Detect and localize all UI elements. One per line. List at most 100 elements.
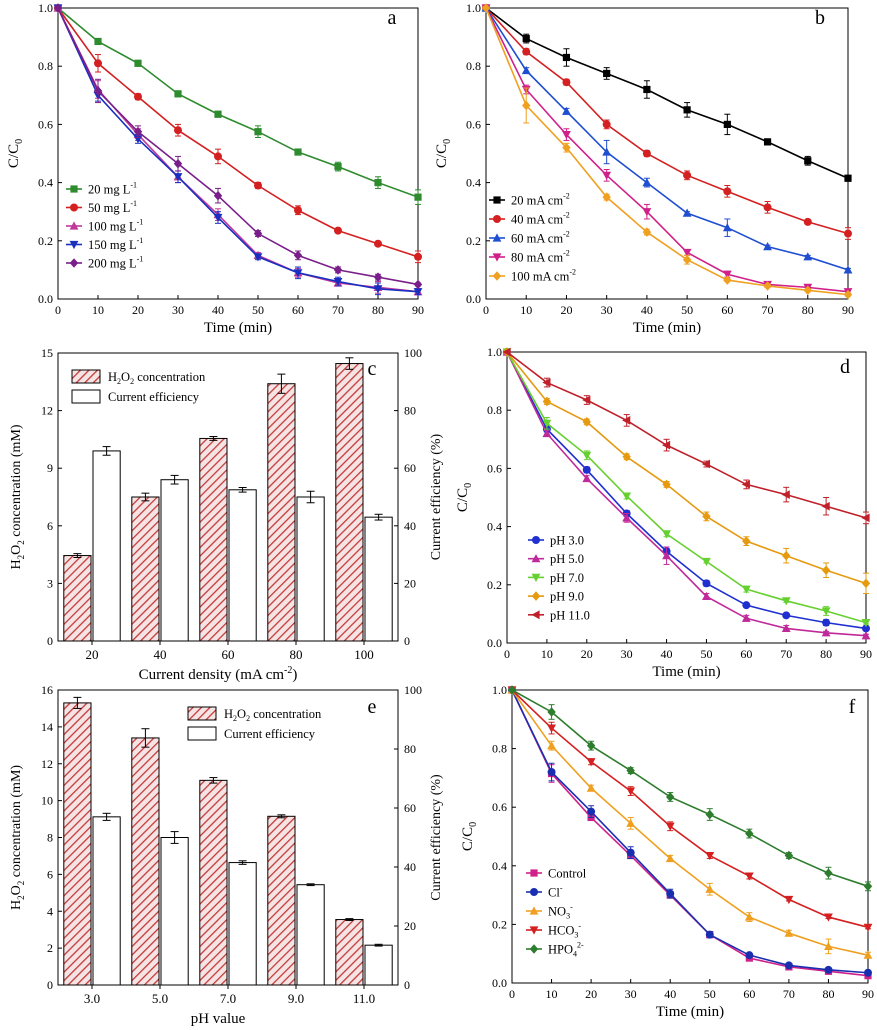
bar-open [364, 516, 393, 642]
x-tick-label: 11.0 [353, 991, 375, 1006]
data-point [522, 34, 530, 43]
bar-hatched [267, 383, 296, 642]
data-point [622, 513, 632, 522]
x-tick-label: 80 [820, 647, 832, 661]
series-line [506, 351, 867, 630]
y-tick-label: 0.4 [487, 520, 502, 534]
y2-tick-label: 100 [404, 683, 422, 697]
x-tick-label: 30 [601, 303, 613, 317]
data-point [803, 285, 812, 296]
y-axis-label: H2O2 concentration (mM) [9, 424, 26, 569]
data-point [253, 228, 263, 239]
legend-marker [531, 591, 541, 601]
legend-label: 100 mA cm-2 [511, 268, 576, 284]
data-point [843, 289, 853, 300]
series-line [511, 689, 869, 888]
panel-label: b [815, 7, 825, 29]
panel-label: e [368, 696, 377, 718]
data-point [214, 152, 222, 161]
y-tick-label: 0.8 [38, 59, 53, 73]
y-axis-label: C/C0 [6, 139, 25, 168]
series-line [506, 351, 867, 519]
legend-marker [529, 944, 539, 954]
legend-marker [529, 926, 539, 935]
data-point [781, 490, 790, 499]
data-point [705, 809, 714, 820]
bar-open [296, 884, 325, 986]
x-tick-label: 40 [641, 303, 653, 317]
legend-label: Current efficiency [108, 390, 200, 404]
data-point [173, 173, 183, 182]
data-point [666, 792, 675, 802]
data-point [547, 741, 556, 750]
data-point [683, 171, 692, 180]
data-point [723, 275, 732, 285]
bar-hatched [131, 737, 160, 986]
y2-tick-label: 60 [404, 461, 416, 475]
plot-frame [485, 7, 849, 300]
legend-marker [492, 233, 502, 242]
series-4 [502, 347, 870, 525]
x-tick-label: 0 [504, 647, 510, 661]
data-point [502, 347, 511, 357]
series-line [485, 7, 849, 271]
x-tick-label: 5.0 [152, 991, 168, 1006]
data-point [334, 226, 342, 235]
legend-marker [69, 258, 79, 268]
x-tick-label: 0 [55, 303, 61, 317]
legend-swatch-hatched [187, 706, 217, 721]
data-point [521, 65, 531, 75]
data-point [662, 551, 671, 560]
y2-tick-label: 0 [404, 634, 410, 648]
data-point [642, 227, 652, 237]
x-tick-label: 80 [372, 303, 384, 317]
data-point [804, 157, 812, 165]
data-point [745, 951, 754, 960]
data-point [744, 872, 754, 881]
data-point [294, 206, 302, 215]
data-point [682, 254, 692, 265]
y2-tick-label: 40 [404, 519, 416, 533]
legend-marker [531, 554, 541, 563]
x-tick-label: 10 [546, 987, 558, 1001]
data-point [722, 270, 732, 279]
legend-marker [530, 869, 538, 877]
data-point [723, 120, 731, 128]
series-line [485, 7, 849, 296]
data-point [702, 579, 711, 588]
data-point [763, 203, 772, 212]
y-tick-label: 6 [47, 867, 53, 881]
data-point [507, 685, 517, 695]
bar-hatched [199, 779, 228, 986]
data-point [702, 511, 711, 522]
data-point [173, 158, 183, 169]
data-point [741, 585, 751, 594]
data-point [642, 178, 652, 187]
x-tick-label: 50 [700, 647, 712, 661]
data-point [293, 250, 303, 261]
x-tick-label: 60 [292, 303, 304, 317]
bar-hatched [335, 919, 364, 986]
x-tick-label: 20 [132, 303, 144, 317]
y-tick-label: 0.0 [492, 976, 507, 990]
bar-hatched [267, 815, 296, 986]
y-tick-label: 14 [41, 720, 53, 734]
data-point [582, 417, 591, 427]
data-point [586, 783, 596, 792]
plot-frame [511, 689, 869, 984]
x-tick-label: 70 [332, 303, 344, 317]
panel-b: 0 10 20 30 40 50 60 70 80 90 0.0 0.2 0.4 0.6 0.8 1.0 Tim… [434, 1, 854, 336]
data-point [547, 768, 556, 777]
data-point [622, 451, 631, 462]
data-point [626, 818, 636, 827]
legend-label: pH 3.0 [550, 534, 584, 548]
x-tick-label: 60 [743, 987, 755, 1001]
y2-tick-label: 80 [404, 742, 416, 756]
y2-tick-label: 0 [404, 978, 410, 992]
series-line [506, 351, 867, 624]
data-point [741, 480, 750, 489]
data-point [586, 758, 596, 767]
legend-swatch-hatched [71, 369, 101, 384]
legend-label: 20 mA cm-2 [511, 192, 570, 208]
